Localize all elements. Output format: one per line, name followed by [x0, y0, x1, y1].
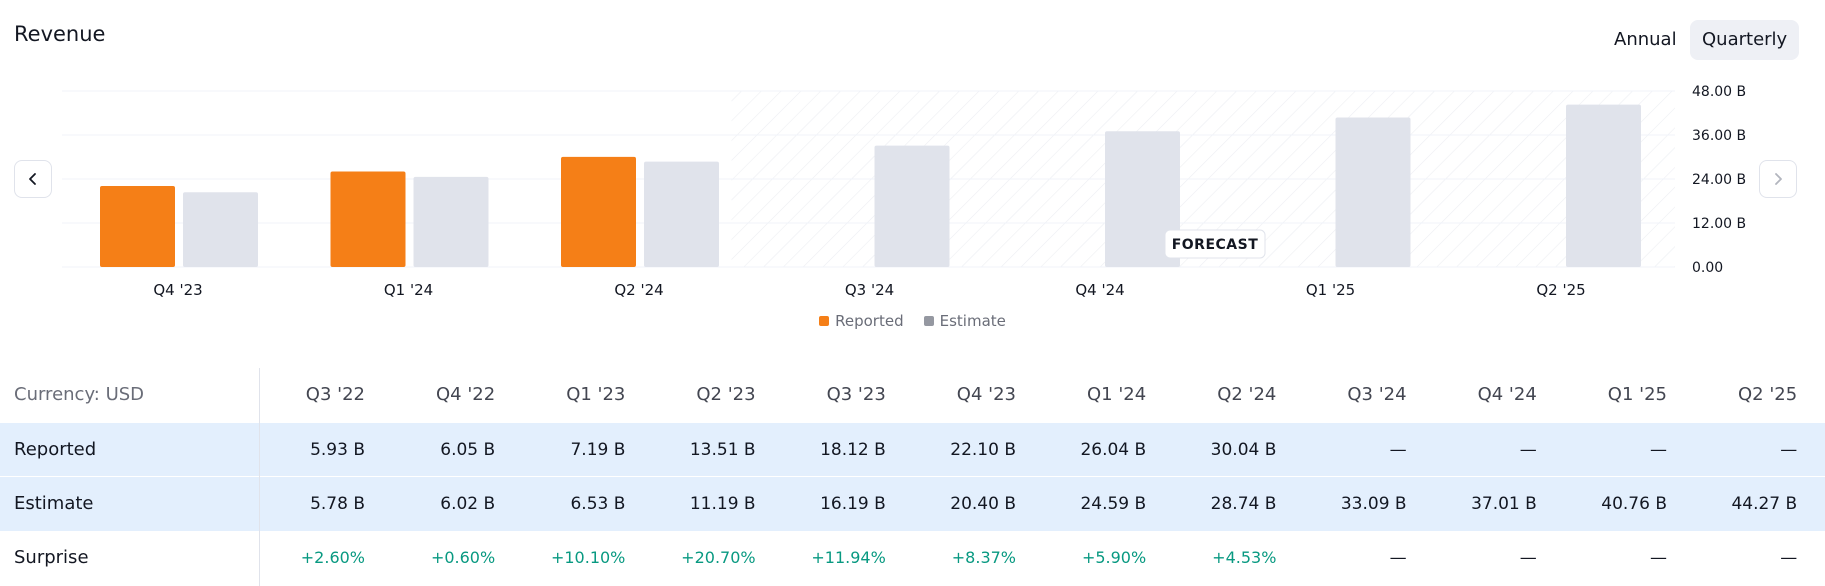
table-row-estimate-cell: 44.27 B	[1731, 494, 1798, 514]
table-row-surprise-cell: —	[1519, 548, 1537, 568]
y-tick-label: 12.00 B	[1692, 216, 1746, 232]
table-row-surprise-cell: +20.70%	[681, 548, 756, 567]
table-row-reported-cell: —	[1650, 440, 1667, 460]
table-row-reported: Reported 5.93 B 6.05 B 7.19 B 13.51 B 18.12 B…	[0, 423, 1825, 477]
table-header-row-cell: Q3 '22	[305, 384, 365, 405]
x-tick-label: Q4 '23	[153, 281, 202, 299]
page-title: Revenue	[14, 22, 106, 46]
table-row-reported-cell: 30.04 B	[1210, 440, 1277, 460]
x-tick-label: Q4 '24	[1075, 281, 1124, 299]
legend-swatch-estimate	[923, 316, 934, 326]
table-header-row-cell: Q2 '23	[696, 384, 756, 405]
table-row-estimate-cell: 40.76 B	[1601, 494, 1667, 514]
table-row-reported-cell: 6.05 B	[440, 440, 496, 460]
bar-estimate	[644, 161, 719, 267]
table-header-row-cell: Q2 '24	[1217, 384, 1277, 405]
bar-estimate	[413, 176, 489, 267]
y-tick-label: 36.00 B	[1692, 128, 1746, 144]
table-row-estimate-cell: 6.02 B	[440, 494, 496, 514]
bar-estimate	[1105, 131, 1180, 267]
table-header-row-cell: Q3 '23	[826, 384, 886, 405]
table-row-reported-cell: —	[1389, 440, 1407, 460]
table-row-reported-cell: 26.04 B	[1080, 440, 1147, 460]
table-row-reported-cell: 22.10 B	[950, 440, 1016, 460]
table-row-surprise: Surprise +2.60% +0.60% +10.10% +20.70% +11.94…	[0, 531, 1825, 585]
table-header-row-cell: Q3 '24	[1347, 384, 1407, 405]
x-tick-label: Q1 '25	[1306, 281, 1355, 299]
table-row-estimate-cell: 6.53 B	[570, 494, 626, 514]
table-row-surprise-cell: —	[1780, 548, 1798, 568]
table-row-reported-cell: 7.19 B	[570, 440, 626, 460]
bar-reported	[330, 171, 406, 267]
bar-estimate	[874, 145, 950, 267]
table-row-surprise-cell: +5.90%	[1081, 548, 1147, 567]
table-header-row-cell: Q2 '25	[1737, 384, 1798, 405]
table-row-surprise-cell: —	[1389, 548, 1407, 568]
legend-label-reported: Reported	[835, 312, 904, 330]
table-row-estimate-cell: 33.09 B	[1340, 494, 1407, 514]
table-header-row-label: Currency: USD	[14, 384, 145, 405]
table-row-reported-cell: 18.12 B	[820, 440, 886, 460]
y-tick-label: 24.00 B	[1692, 172, 1746, 188]
x-tick-label: Q2 '25	[1536, 281, 1585, 299]
table-row-reported-cell: —	[1780, 440, 1798, 460]
table-row-estimate: Estimate 5.78 B 6.02 B 6.53 B 11.19 B 16.19 B…	[0, 477, 1825, 531]
x-tick-label: Q1 '24	[384, 281, 433, 299]
table-header-row-cell: Q4 '22	[435, 384, 496, 405]
quarterly-toggle-button[interactable]: Quarterly	[1690, 20, 1800, 60]
next-period-button[interactable]	[1759, 160, 1797, 198]
forecast-label: FORECAST	[1172, 237, 1259, 253]
legend-item-reported: Reported	[819, 312, 904, 330]
table-row-surprise-cell: +2.60%	[300, 548, 365, 567]
table-row-reported-cell: 5.93 B	[310, 440, 365, 460]
row-separator	[0, 476, 1825, 477]
table-row-estimate-cell: 20.40 B	[950, 494, 1016, 514]
forecast-badge	[1164, 229, 1266, 259]
legend-item-estimate: Estimate	[923, 312, 1006, 330]
table-row-surprise-cell: +4.53%	[1212, 548, 1277, 567]
bar-estimate	[1335, 117, 1411, 267]
table-header-row-cell: Q1 '24	[1086, 384, 1147, 405]
table-row-estimate-cell: 16.19 B	[820, 494, 886, 514]
table-row-estimate-label: Estimate	[14, 493, 94, 514]
table-row-reported-cell: —	[1519, 440, 1537, 460]
table-row-estimate-cell: 24.59 B	[1080, 494, 1147, 514]
table-header-row-cell: Q4 '24	[1477, 384, 1537, 405]
bar-reported	[561, 156, 636, 267]
bar-estimate	[1566, 104, 1641, 267]
table-row-estimate-cell: 5.78 B	[310, 494, 365, 514]
table-row-surprise-cell: —	[1650, 548, 1667, 568]
table-row-surprise-label: Surprise	[14, 547, 89, 568]
table-row-reported-label: Reported	[14, 439, 97, 460]
table-row-surprise-cell: +8.37%	[951, 548, 1016, 567]
table-row-surprise-cell: +10.10%	[550, 548, 626, 567]
table-row-estimate-cell: 11.19 B	[689, 494, 756, 514]
table-column-divider	[259, 368, 260, 586]
x-tick-label: Q2 '24	[614, 281, 663, 299]
table-header-row-cell: Q1 '25	[1607, 384, 1667, 405]
bar-reported	[100, 185, 175, 267]
table-header-row-cell: Q1 '23	[566, 384, 626, 405]
table-row-estimate-cell: 28.74 B	[1210, 494, 1277, 514]
table-row-surprise-cell: +0.60%	[430, 548, 496, 567]
chevron-right-icon	[1775, 173, 1782, 185]
table-row-reported-cell: 13.51 B	[689, 440, 756, 460]
y-tick-label: 0.00	[1692, 260, 1723, 276]
y-tick-label: 48.00 B	[1692, 84, 1746, 100]
previous-period-button[interactable]	[14, 160, 52, 198]
table-header-row-cell: Q4 '23	[956, 384, 1016, 405]
x-tick-label: Q3 '24	[845, 281, 894, 299]
legend-label-estimate: Estimate	[939, 312, 1006, 330]
revenue-table: Currency: USD Q3 '22 Q4 '22 Q1 '23 Q2 '23 Q3 …	[0, 368, 1825, 585]
chart-legend: Reported Estimate	[0, 312, 1825, 330]
bar-estimate	[183, 192, 258, 267]
revenue-bar-chart: 48.00 B 36.00 B 24.00 B 12.00 B 0.00 Q4 '23 Q…	[62, 84, 1746, 299]
legend-swatch-reported	[819, 316, 830, 326]
table-row-estimate-cell: 37.01 B	[1471, 494, 1537, 514]
table-header-row: Currency: USD Q3 '22 Q4 '22 Q1 '23 Q2 '23 Q3 …	[0, 368, 1825, 423]
chevron-left-icon	[29, 173, 36, 185]
annual-toggle-button[interactable]: Annual	[1602, 20, 1689, 60]
table-row-surprise-cell: +11.94%	[811, 548, 886, 567]
